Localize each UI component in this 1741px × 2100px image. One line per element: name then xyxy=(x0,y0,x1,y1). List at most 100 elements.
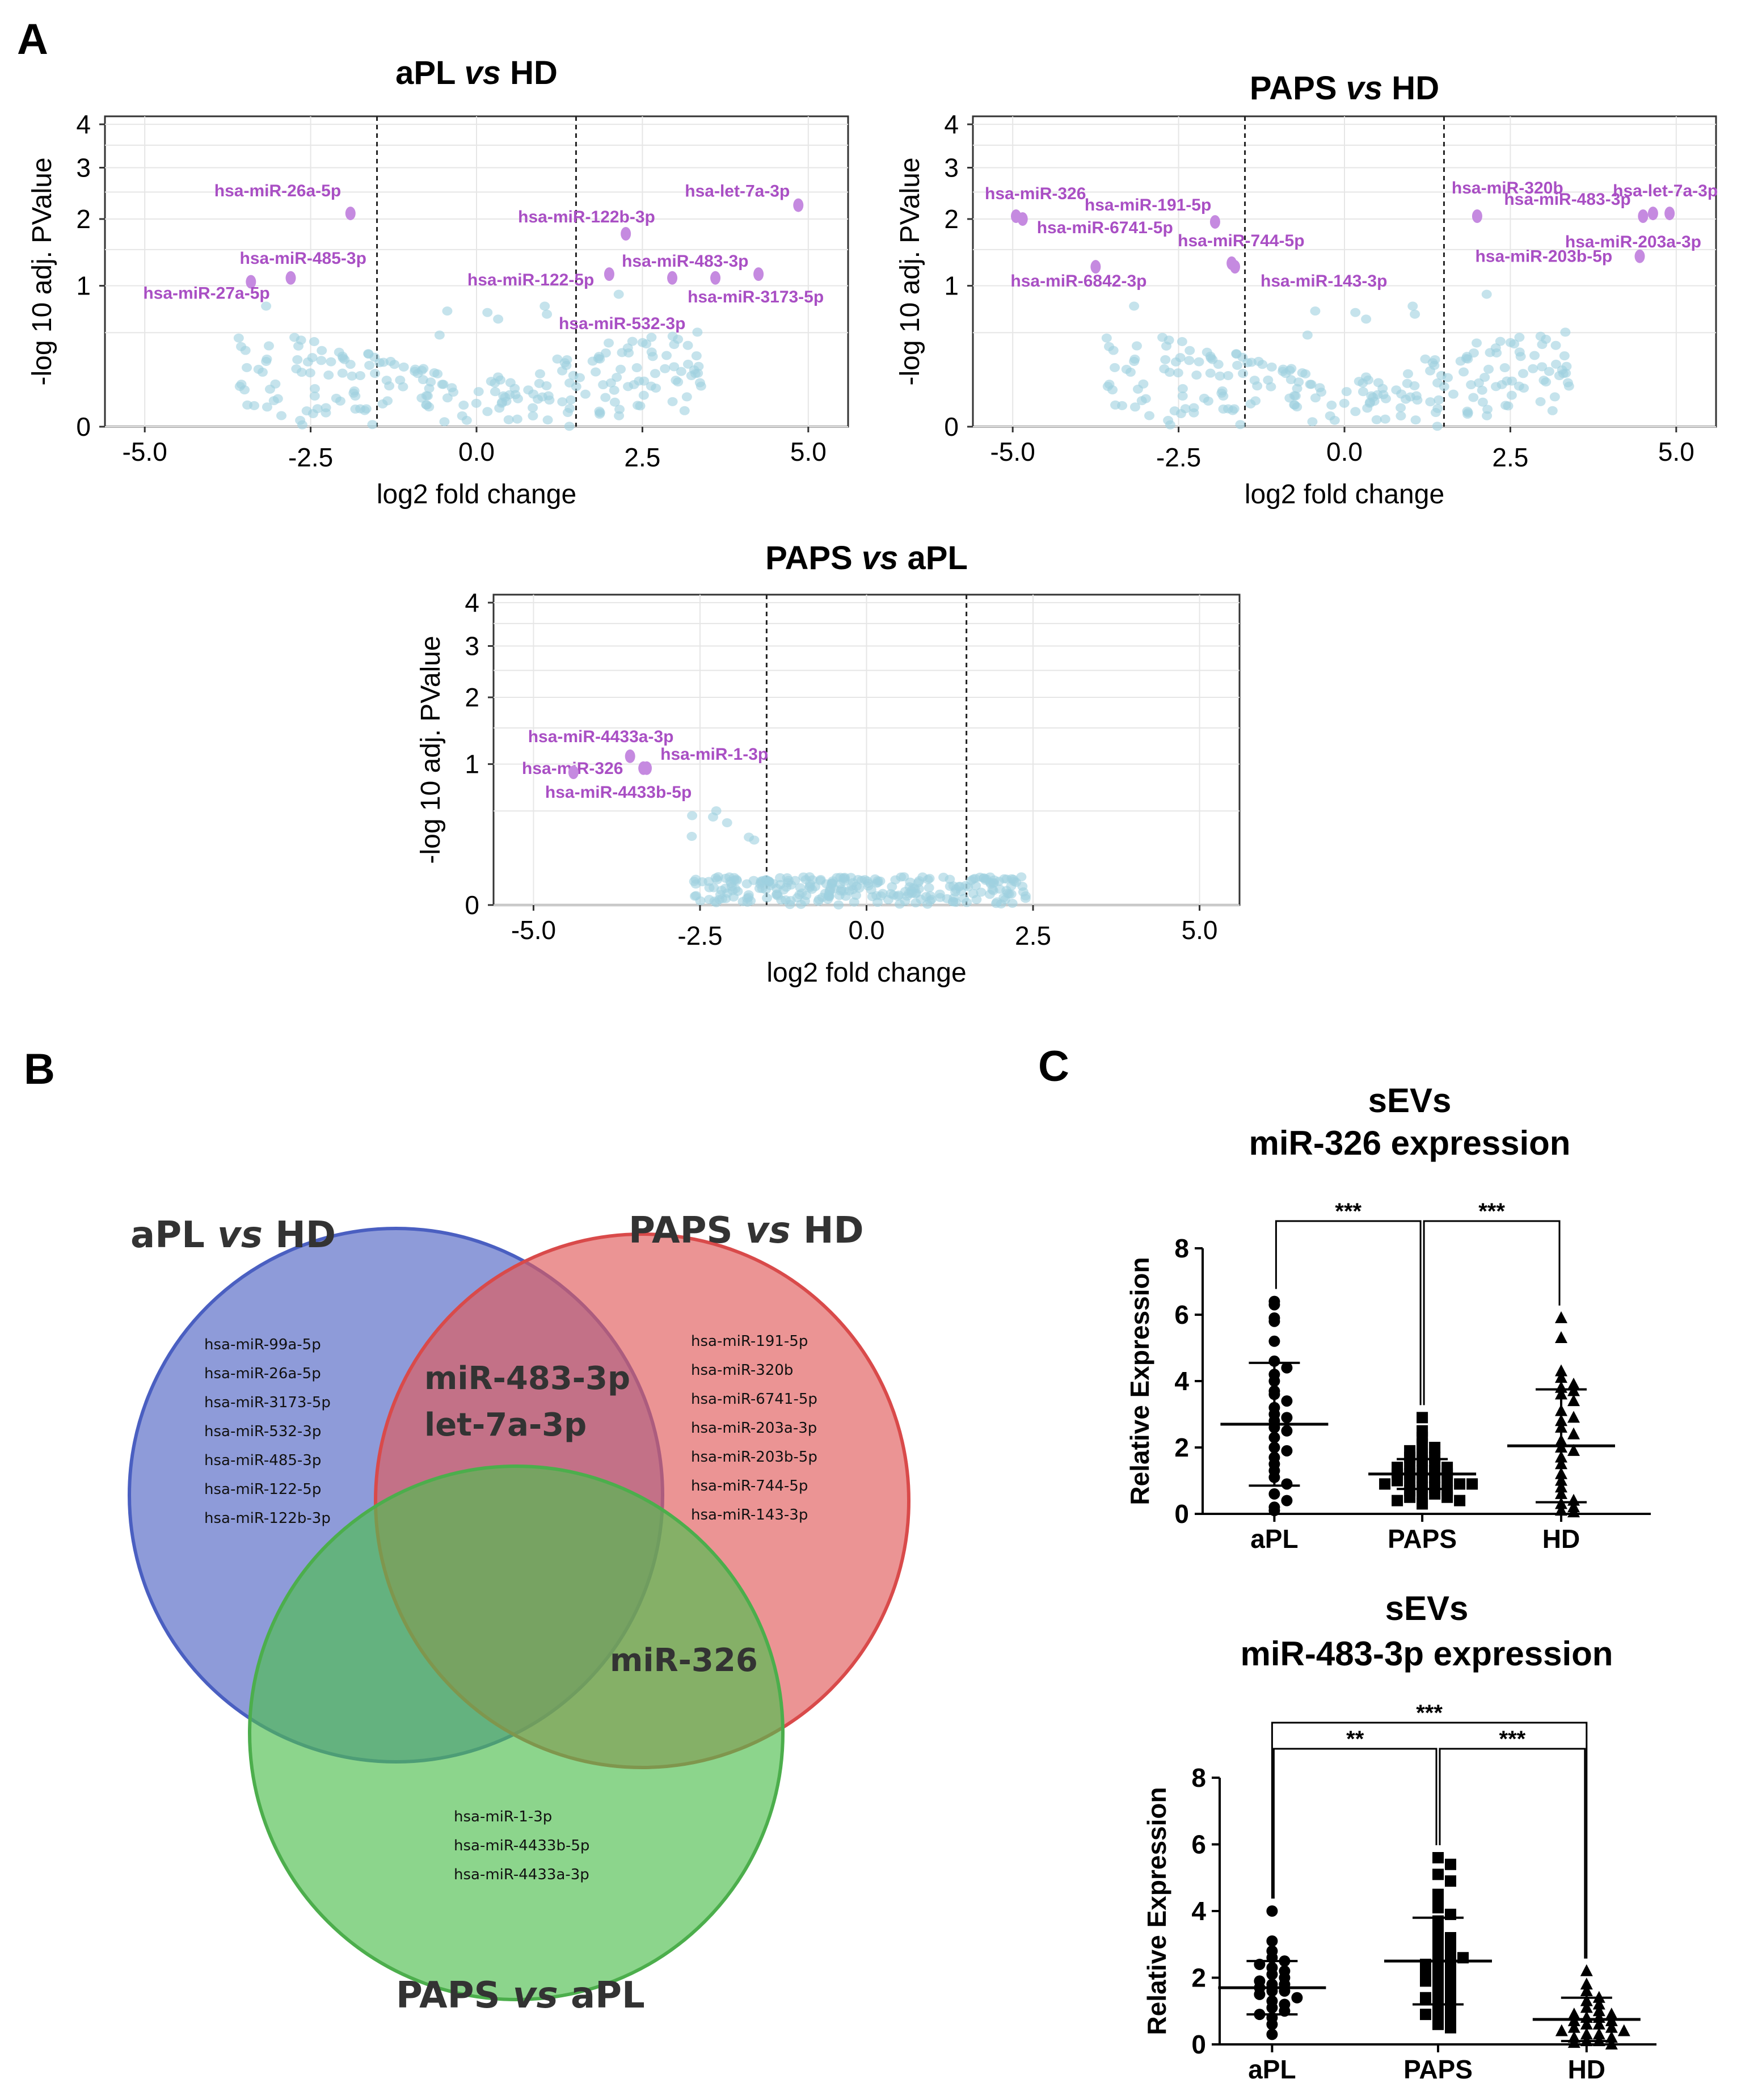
background-point xyxy=(804,882,815,891)
y-tick-label: 6 xyxy=(1191,1830,1206,1859)
background-point xyxy=(1101,333,1112,343)
background-point xyxy=(1184,356,1195,365)
background-point xyxy=(482,407,493,416)
significance-label: *** xyxy=(1499,1727,1526,1752)
venn-circle-paps-vs-apl xyxy=(248,1464,785,2001)
significant-point xyxy=(1472,209,1482,224)
background-point xyxy=(1472,338,1482,348)
background-point xyxy=(1231,350,1242,359)
data-point xyxy=(1266,1935,1278,1947)
chart-title: miR-326 expression xyxy=(1249,1124,1571,1162)
background-point xyxy=(1448,389,1458,399)
chart-title: aPL vs HD xyxy=(395,54,558,91)
background-point xyxy=(345,360,356,369)
y-tick-label: 4 xyxy=(1191,1896,1206,1926)
data-point xyxy=(1254,1988,1266,2000)
data-point xyxy=(1567,1427,1580,1440)
venn-list-apl-vs-hd: hsa-miR-99a-5p hsa-miR-26a-5p hsa-miR-3173… xyxy=(204,1336,331,1527)
data-point xyxy=(1404,1458,1416,1470)
background-point xyxy=(566,395,576,405)
data-point xyxy=(1466,1478,1478,1490)
data-point xyxy=(1454,1478,1466,1490)
panel-label-c: C xyxy=(1038,1042,1069,1091)
mir-label: hsa-miR-1-3p xyxy=(660,745,768,764)
background-point xyxy=(1491,382,1502,392)
x-tick-label: HD xyxy=(1568,2055,1605,2084)
background-point xyxy=(1432,422,1443,431)
background-point xyxy=(1160,355,1171,364)
y-axis-label: -log 10 adj. PValue xyxy=(895,157,925,385)
mir-label: hsa-miR-483-3p xyxy=(622,252,748,271)
background-point xyxy=(1535,331,1546,341)
venn-list-item: hsa-miR-191-5p xyxy=(691,1333,808,1350)
y-tick-label: 6 xyxy=(1174,1300,1189,1329)
background-point xyxy=(1544,367,1554,376)
background-point xyxy=(1506,390,1517,400)
mir-label: hsa-miR-191-5p xyxy=(1085,196,1211,214)
data-point xyxy=(1429,1488,1441,1500)
background-point xyxy=(1339,398,1350,408)
mir-label: hsa-miR-122-5p xyxy=(467,271,594,289)
background-point xyxy=(660,364,671,373)
background-point xyxy=(1377,384,1388,393)
background-point xyxy=(1363,375,1374,385)
data-point xyxy=(1266,2029,1278,2040)
background-point xyxy=(1117,401,1128,410)
significant-point xyxy=(1638,209,1649,224)
background-point xyxy=(503,415,514,424)
background-point xyxy=(363,350,374,359)
background-point xyxy=(1238,369,1249,378)
mir-label: hsa-miR-483-3p xyxy=(1504,190,1630,209)
background-point xyxy=(682,340,693,350)
background-point xyxy=(486,377,496,386)
significant-point xyxy=(1090,260,1101,274)
background-point xyxy=(1477,397,1488,407)
y-tick-label: 2 xyxy=(1191,1963,1206,1993)
background-point xyxy=(1325,411,1335,420)
background-point xyxy=(1016,872,1027,882)
venn-title-paps-vs-apl: PAPS vs aPL xyxy=(396,1975,645,2017)
background-point xyxy=(775,873,786,882)
significant-point xyxy=(568,765,579,780)
data-point xyxy=(1268,1488,1280,1500)
data-point xyxy=(1441,1491,1453,1503)
background-point xyxy=(1215,371,1225,381)
background-point xyxy=(528,403,538,413)
background-point xyxy=(813,897,824,906)
background-point xyxy=(1292,402,1302,412)
data-point xyxy=(1567,1377,1580,1390)
background-point xyxy=(840,874,850,884)
background-point xyxy=(875,891,886,900)
data-point xyxy=(1266,1905,1278,1917)
venn-list-item: hsa-miR-122-5p xyxy=(204,1481,321,1498)
background-point xyxy=(635,401,646,411)
background-point xyxy=(867,892,878,902)
background-point xyxy=(692,327,703,337)
data-point xyxy=(1266,2018,1278,2030)
background-point xyxy=(571,382,581,392)
data-point xyxy=(1567,1444,1580,1456)
background-point xyxy=(1499,363,1510,373)
background-point xyxy=(671,376,681,385)
background-point xyxy=(1371,415,1382,424)
y-tick-label: 4 xyxy=(465,588,479,617)
background-point xyxy=(562,407,573,417)
data-point xyxy=(1420,2009,1431,2021)
background-point xyxy=(938,873,949,882)
significant-point xyxy=(1664,207,1675,221)
y-tick-label: 0 xyxy=(1174,1499,1189,1529)
background-point xyxy=(1232,360,1243,370)
venn-diagram: aPL vs HD PAPS vs HD PAPS vs aPL hsa-miR… xyxy=(128,1210,910,2017)
significant-point xyxy=(793,198,804,212)
background-point xyxy=(385,356,396,366)
data-point xyxy=(1580,1977,1593,1990)
background-point xyxy=(820,889,831,898)
background-point xyxy=(1307,417,1318,427)
background-point xyxy=(395,375,406,385)
background-point xyxy=(646,333,657,342)
data-point xyxy=(1420,1965,1431,1977)
background-point xyxy=(600,393,611,402)
background-point xyxy=(434,330,445,340)
background-point xyxy=(1205,353,1216,363)
